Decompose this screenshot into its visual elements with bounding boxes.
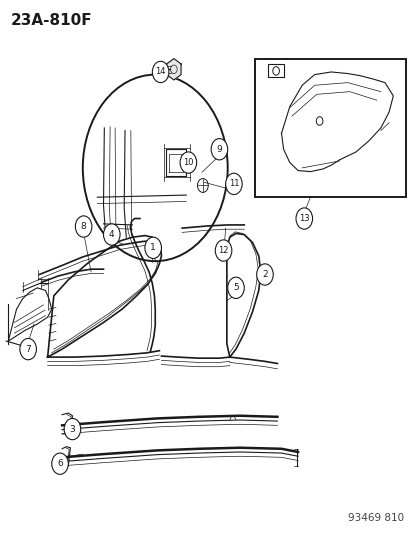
Circle shape (215, 240, 231, 261)
Circle shape (180, 152, 196, 173)
Text: 2: 2 (261, 270, 267, 279)
Text: 93469 810: 93469 810 (347, 513, 403, 523)
Text: 7: 7 (25, 345, 31, 353)
Circle shape (75, 216, 92, 237)
Text: 3: 3 (69, 425, 75, 433)
Text: 4: 4 (109, 230, 114, 239)
Circle shape (197, 179, 208, 192)
Text: 12: 12 (218, 246, 228, 255)
Text: 10: 10 (183, 158, 193, 167)
Circle shape (225, 173, 242, 195)
Circle shape (152, 61, 169, 83)
Text: 6: 6 (57, 459, 63, 468)
Circle shape (20, 338, 36, 360)
Circle shape (227, 277, 244, 298)
Circle shape (256, 264, 273, 285)
Circle shape (295, 208, 312, 229)
Bar (254, 59, 405, 197)
Circle shape (145, 237, 161, 259)
Text: 8: 8 (81, 222, 86, 231)
Circle shape (103, 224, 120, 245)
Bar (268, 64, 283, 77)
Text: 14: 14 (155, 68, 166, 76)
Circle shape (64, 418, 81, 440)
Text: 23A-810F: 23A-810F (10, 13, 92, 28)
Text: 1: 1 (150, 244, 156, 252)
Text: 13: 13 (298, 214, 309, 223)
Circle shape (211, 139, 227, 160)
Text: 5: 5 (233, 284, 238, 292)
Circle shape (83, 75, 227, 261)
Polygon shape (166, 59, 180, 80)
Circle shape (52, 453, 68, 474)
Text: 11: 11 (228, 180, 239, 188)
Text: 9: 9 (216, 145, 222, 154)
